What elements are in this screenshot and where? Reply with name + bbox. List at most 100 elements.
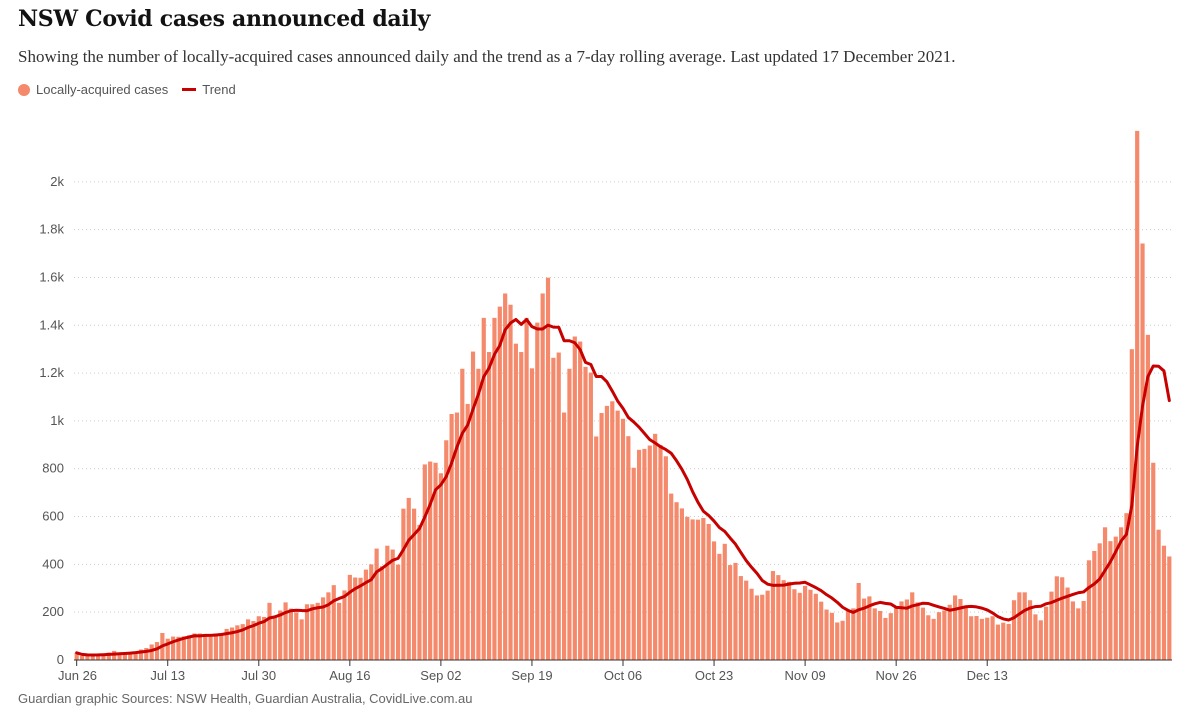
bar: [171, 636, 176, 660]
bar: [369, 564, 374, 660]
bar: [754, 595, 759, 660]
bar: [240, 624, 245, 660]
bar: [786, 581, 792, 660]
bar: [803, 585, 808, 660]
bar: [138, 649, 144, 660]
bars: [74, 130, 1172, 660]
bar: [1140, 243, 1145, 660]
bar: [776, 575, 781, 660]
x-tick-label: Oct 23: [695, 668, 733, 683]
bar: [685, 516, 690, 660]
bar: [181, 636, 186, 660]
legend-label-trend: Trend: [202, 82, 236, 97]
bar: [824, 609, 829, 660]
bar: [90, 655, 95, 660]
bar: [920, 607, 926, 660]
bar: [792, 589, 797, 660]
bar: [385, 545, 390, 660]
bar: [695, 519, 701, 660]
bar: [347, 574, 352, 660]
bar: [819, 601, 824, 660]
bar: [535, 322, 540, 660]
bar: [851, 608, 856, 660]
bar: [1102, 527, 1108, 660]
x-tick-label: Sep 19: [511, 668, 552, 683]
x-tick-label: Jun 26: [58, 668, 97, 683]
bar: [995, 624, 1001, 660]
bar: [781, 580, 786, 660]
bar: [1049, 591, 1054, 660]
bar: [910, 592, 915, 660]
bar: [197, 633, 202, 660]
bar: [1065, 587, 1070, 660]
bar: [524, 317, 529, 660]
x-tick-label: Jul 13: [150, 668, 185, 683]
bar: [1076, 608, 1081, 660]
bar: [572, 336, 577, 660]
bar: [1092, 550, 1097, 660]
x-axis-ticks: [76, 660, 988, 666]
bar: [283, 602, 288, 660]
bar: [653, 433, 658, 660]
bar: [374, 548, 379, 660]
bar: [936, 612, 942, 660]
bar: [1054, 576, 1059, 660]
bar: [438, 473, 443, 660]
y-tick-label: 400: [42, 556, 64, 571]
bar: [626, 436, 631, 660]
bar: [154, 642, 160, 660]
bar: [74, 652, 79, 660]
bar: [1006, 623, 1011, 660]
bar: [963, 606, 968, 660]
bar: [315, 602, 320, 660]
bar: [144, 648, 149, 660]
bar: [1086, 560, 1092, 660]
bar: [888, 613, 893, 660]
bar: [213, 633, 219, 660]
bar: [942, 610, 947, 660]
bar: [711, 541, 717, 660]
bar: [363, 569, 368, 660]
y-tick-label: 1.4k: [39, 317, 64, 332]
bar: [133, 651, 138, 660]
bar: [722, 543, 727, 660]
bar: [567, 368, 572, 660]
bar: [856, 583, 861, 660]
bar: [717, 553, 722, 660]
bar: [267, 602, 272, 660]
bar: [1108, 541, 1113, 660]
bar: [1017, 592, 1022, 660]
bar: [1097, 543, 1102, 660]
y-tick-label: 0: [57, 652, 64, 667]
bar: [149, 644, 154, 660]
bar: [444, 440, 449, 660]
bar: [256, 616, 261, 660]
bar: [540, 293, 545, 660]
x-axis-labels: Jun 26 Jul 13 Jul 30 Aug 16 Sep 02 Sep 19 Oct …: [58, 668, 1008, 683]
bar: [331, 585, 336, 660]
bar: [1124, 513, 1129, 660]
bar: [476, 368, 481, 660]
bar: [1022, 592, 1027, 660]
bar: [353, 577, 358, 660]
bar: [288, 608, 294, 660]
bar: [829, 612, 834, 660]
bar: [738, 576, 743, 660]
x-tick-label: Oct 06: [604, 668, 642, 683]
bar: [203, 635, 208, 660]
bar: [278, 610, 283, 660]
bar: [460, 368, 465, 660]
bar: [969, 616, 974, 660]
bar: [1167, 556, 1172, 660]
legend-swatch-cases: [18, 83, 30, 96]
bar: [615, 410, 620, 660]
bar: [433, 462, 438, 660]
bar: [519, 352, 524, 660]
bar: [117, 653, 122, 660]
bar: [556, 352, 561, 660]
bar: [1070, 601, 1075, 660]
bar: [412, 508, 417, 660]
bar: [642, 448, 647, 660]
bar: [79, 655, 85, 660]
bar: [952, 595, 958, 660]
